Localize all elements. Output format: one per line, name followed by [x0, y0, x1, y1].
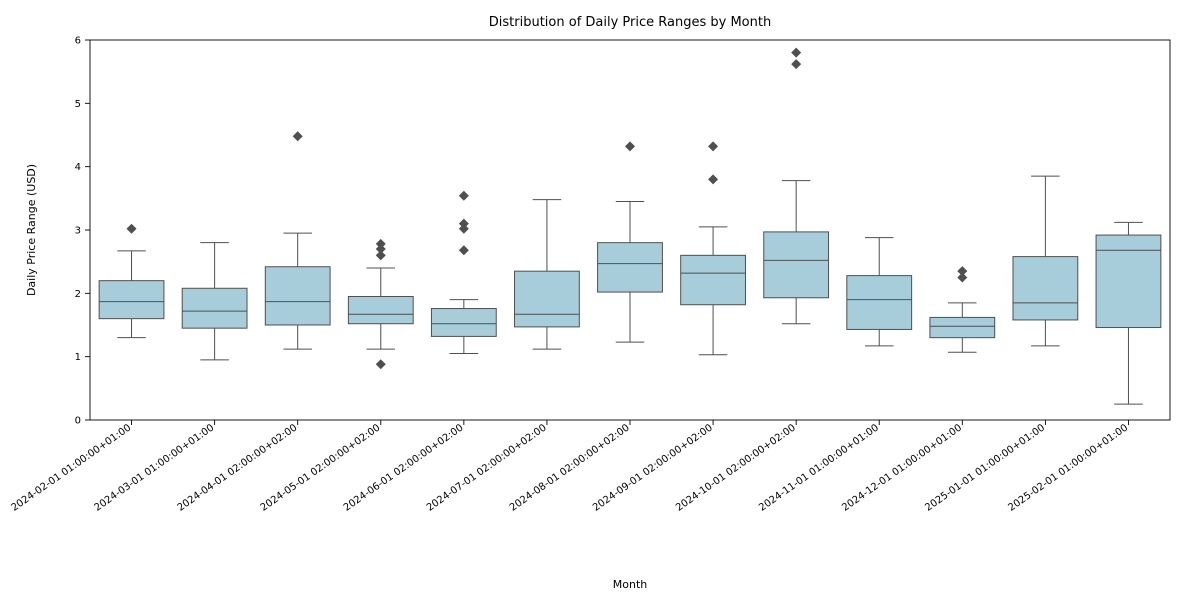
y-axis-label: Daily Price Range (USD) [25, 164, 38, 296]
box [182, 288, 247, 328]
box [598, 243, 663, 292]
ytick-label: 0 [75, 416, 81, 427]
box [99, 281, 164, 319]
box [1013, 257, 1078, 320]
box [515, 271, 580, 327]
ytick-label: 5 [75, 99, 81, 110]
ytick-label: 4 [75, 162, 81, 173]
ytick-label: 3 [75, 226, 81, 237]
chart-svg: 01234562024-02-01 01:00:00+01:002024-03-… [0, 0, 1200, 600]
ytick-label: 1 [75, 352, 81, 363]
box [681, 255, 746, 304]
box [930, 317, 995, 337]
ytick-label: 6 [75, 36, 81, 47]
box [265, 267, 330, 325]
x-axis-label: Month [613, 578, 648, 591]
chart-title: Distribution of Daily Price Ranges by Mo… [489, 15, 771, 30]
boxplot-chart: 01234562024-02-01 01:00:00+01:002024-03-… [0, 0, 1200, 600]
ytick-label: 2 [75, 289, 81, 300]
box [348, 297, 413, 324]
box [764, 232, 829, 298]
box [1096, 235, 1161, 327]
box [431, 309, 496, 337]
box [847, 276, 912, 330]
